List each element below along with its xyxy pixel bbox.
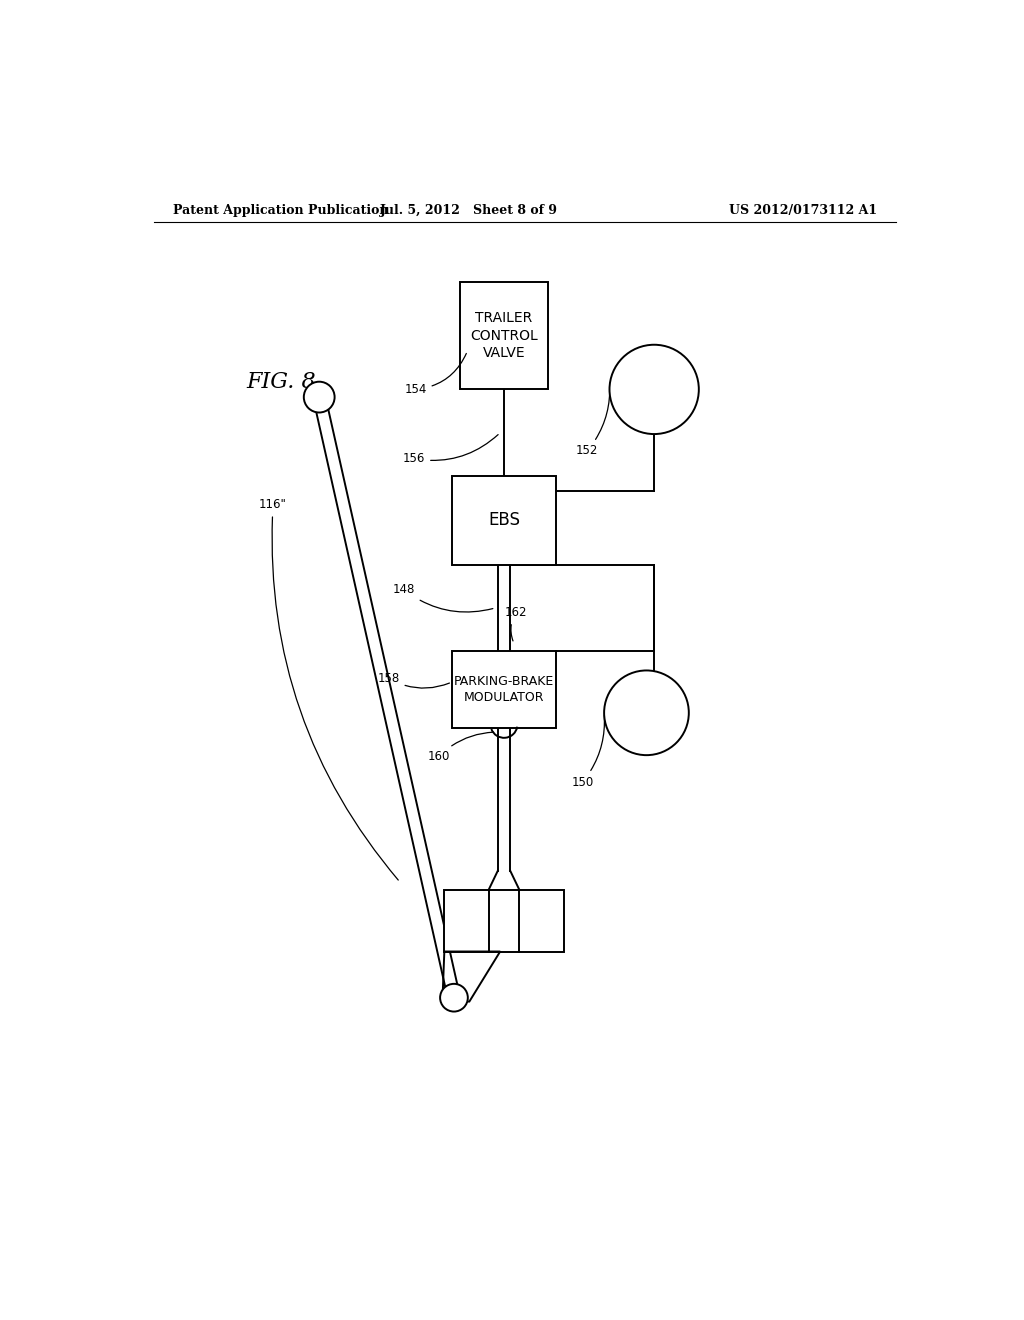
- Bar: [444, 890, 563, 952]
- Text: TRAILER
CONTROL
VALVE: TRAILER CONTROL VALVE: [470, 312, 538, 360]
- Circle shape: [304, 381, 335, 413]
- Text: 152: 152: [575, 384, 609, 458]
- Bar: [452, 651, 556, 729]
- Text: 158: 158: [378, 672, 450, 688]
- Bar: [460, 281, 548, 389]
- Circle shape: [440, 983, 468, 1011]
- Text: Jul. 5, 2012   Sheet 8 of 9: Jul. 5, 2012 Sheet 8 of 9: [380, 205, 558, 218]
- Text: Patent Application Publication: Patent Application Publication: [173, 205, 388, 218]
- Text: 116": 116": [259, 499, 398, 880]
- Text: 150: 150: [571, 715, 604, 788]
- Text: US 2012/0173112 A1: US 2012/0173112 A1: [729, 205, 878, 218]
- Text: FIG. 8: FIG. 8: [246, 371, 315, 393]
- Bar: [452, 477, 556, 565]
- Text: 160: 160: [427, 733, 494, 763]
- Text: 156: 156: [402, 434, 498, 465]
- Circle shape: [609, 345, 698, 434]
- Text: 162: 162: [504, 606, 526, 642]
- Text: EBS: EBS: [488, 511, 520, 529]
- Text: 148: 148: [393, 583, 493, 612]
- Circle shape: [604, 671, 689, 755]
- Text: 154: 154: [404, 354, 466, 396]
- Text: PARKING-BRAKE
MODULATOR: PARKING-BRAKE MODULATOR: [454, 676, 554, 704]
